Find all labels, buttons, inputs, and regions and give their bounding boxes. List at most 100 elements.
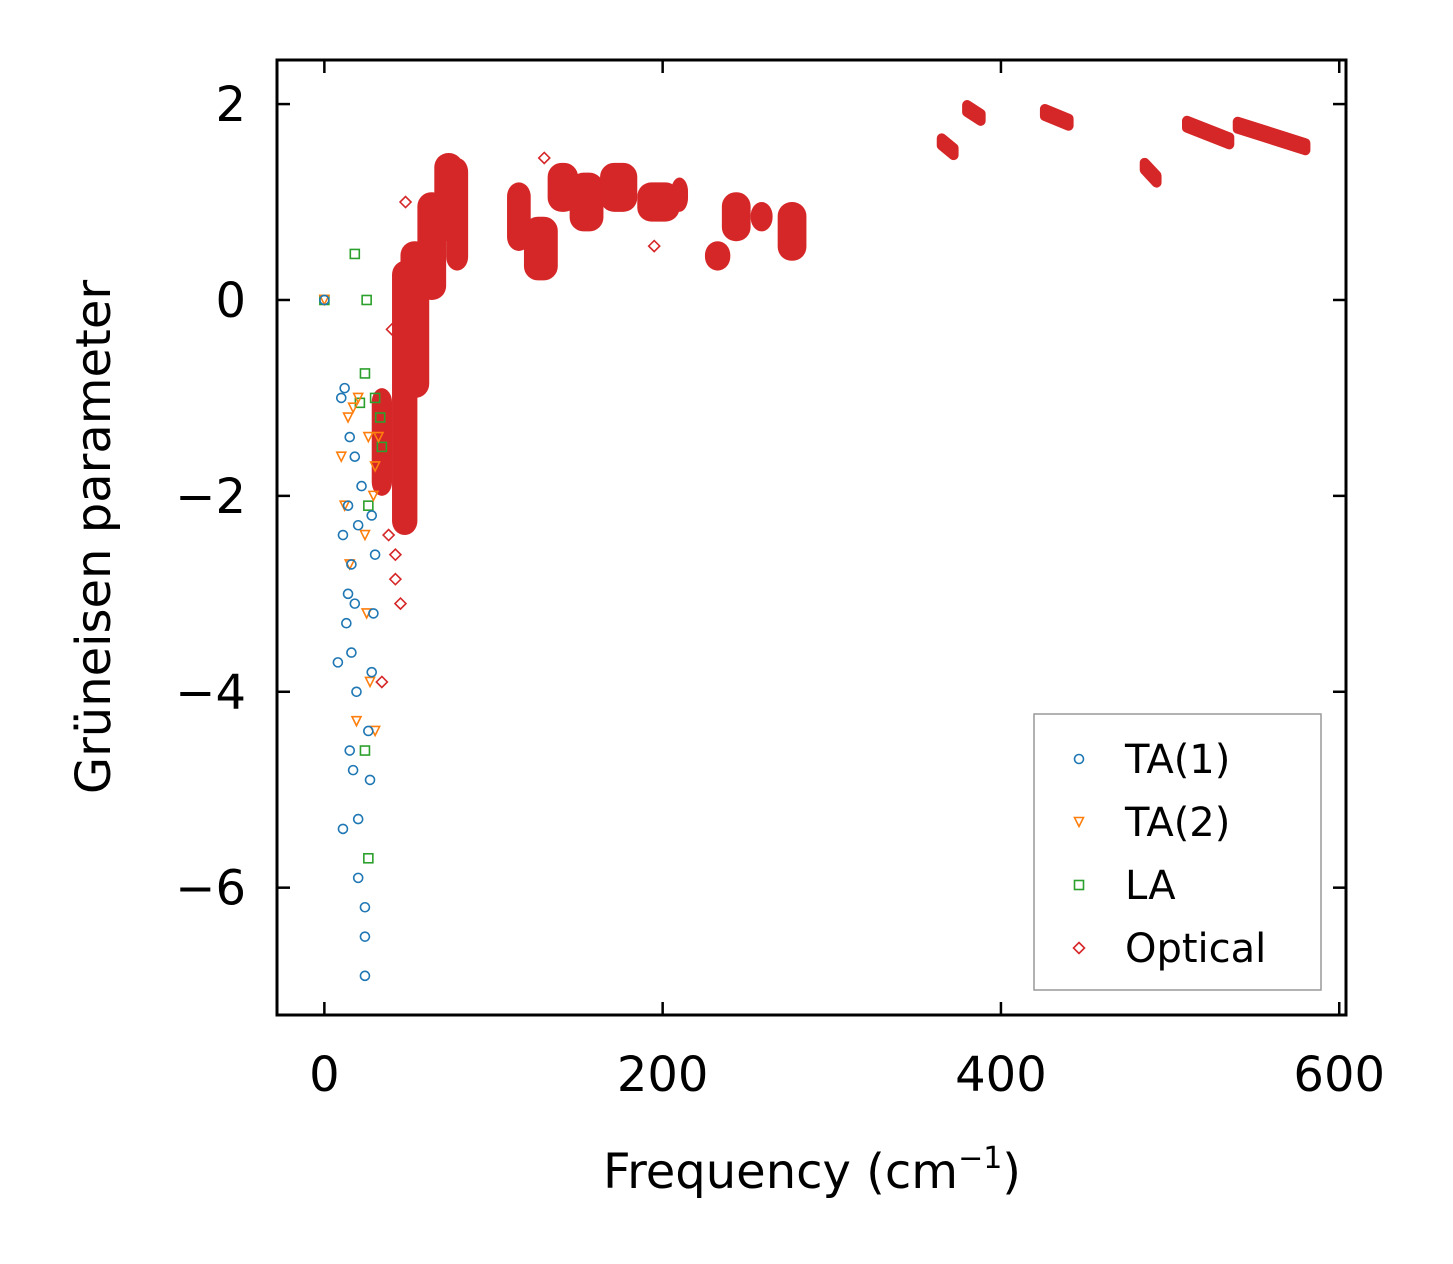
data-point — [352, 872, 364, 884]
y-tick-label: −4 — [175, 665, 246, 721]
data-point — [342, 500, 354, 511]
data-point — [344, 431, 356, 443]
legend-label: TA(1) — [1124, 737, 1230, 783]
series-ta-1- — [319, 294, 381, 982]
data-point — [382, 528, 396, 542]
data-point — [337, 529, 349, 541]
data-point — [537, 151, 551, 165]
data-point — [369, 392, 381, 404]
x-tick-label: 0 — [309, 1047, 340, 1103]
data-point — [361, 294, 372, 306]
y-tick-label: 2 — [215, 77, 246, 133]
optical-point-cluster — [750, 202, 773, 232]
data-point — [363, 852, 374, 864]
data-point — [346, 559, 357, 570]
data-point — [359, 745, 371, 756]
data-point — [372, 431, 385, 444]
data-point — [369, 461, 381, 473]
series-optical — [371, 100, 1311, 689]
series-la — [319, 248, 388, 864]
x-tick-label: 600 — [1293, 1047, 1385, 1103]
x-axis-title-tail: ) — [1002, 1144, 1021, 1200]
data-point — [335, 451, 348, 463]
legend: TA(1) TA(2) LA Optical — [1033, 713, 1322, 991]
legend-marker — [1072, 941, 1086, 955]
optical-point-band — [1039, 103, 1074, 131]
data-point — [338, 500, 351, 512]
legend-entry: TA(1) — [1073, 737, 1230, 783]
legend-label: Optical — [1125, 926, 1266, 972]
optical-point-cluster — [721, 192, 751, 242]
optical-point-band — [936, 133, 959, 161]
data-point — [393, 596, 408, 611]
axis-ticks: 0 200 400 600 2 0 −2 −4 −6 — [175, 60, 1385, 1103]
optical-point-cluster — [637, 182, 680, 222]
data-point — [364, 774, 376, 786]
data-point — [388, 548, 403, 562]
data-marks — [318, 100, 1311, 982]
legend-label: LA — [1125, 863, 1176, 909]
data-point — [419, 239, 433, 253]
y-axis-title: Grüneisen parameter — [66, 280, 122, 795]
data-point — [337, 823, 349, 835]
plot-frame — [275, 58, 1348, 1017]
data-point — [363, 500, 374, 511]
data-point — [349, 248, 361, 260]
x-axis-title-main: Frequency (cm — [603, 1144, 958, 1200]
data-point — [388, 572, 403, 586]
data-point — [376, 441, 388, 453]
data-point — [364, 676, 376, 689]
data-point — [362, 431, 375, 444]
data-point — [344, 745, 356, 756]
data-point — [352, 392, 364, 405]
legend-entry: Optical — [1072, 926, 1266, 972]
data-point — [375, 675, 389, 689]
legend-marker — [1073, 816, 1085, 829]
data-point — [352, 813, 364, 825]
data-point — [359, 529, 371, 542]
data-point — [341, 617, 352, 629]
data-point — [363, 725, 374, 737]
data-point — [367, 490, 380, 503]
data-point — [346, 647, 357, 658]
legend-marker — [1073, 753, 1085, 765]
data-point — [335, 392, 347, 404]
optical-point-cluster — [600, 162, 638, 212]
optical-point-cluster — [446, 157, 469, 271]
data-point — [359, 931, 371, 942]
data-point — [347, 402, 359, 415]
optical-point-cluster — [704, 241, 731, 271]
data-point — [385, 322, 399, 336]
data-point — [350, 715, 363, 728]
data-point — [332, 657, 344, 668]
optical-point-band — [1232, 116, 1311, 156]
data-point — [647, 239, 661, 253]
optical-point-band — [1182, 115, 1235, 150]
legend-marker — [1073, 879, 1085, 891]
x-tick-label: 200 — [617, 1047, 709, 1103]
y-tick-label: −2 — [175, 469, 246, 525]
data-point — [352, 519, 364, 531]
data-point — [319, 294, 330, 306]
data-point — [351, 686, 362, 698]
y-tick-label: −6 — [175, 861, 246, 917]
y-tick-label: 0 — [215, 273, 246, 329]
data-point — [366, 510, 378, 521]
data-point — [339, 382, 350, 394]
data-point — [342, 412, 354, 424]
data-point — [356, 480, 367, 492]
data-point — [369, 549, 381, 560]
optical-point-band — [962, 100, 986, 126]
optical-point-cluster — [777, 202, 807, 261]
x-axis-title-sup: −1 — [958, 1141, 1002, 1176]
x-axis-title: Frequency (cm−1) — [603, 1141, 1021, 1200]
data-point — [366, 666, 378, 678]
legend-label: TA(2) — [1124, 800, 1230, 846]
data-point — [342, 588, 354, 600]
legend-entry: TA(2) — [1073, 800, 1230, 846]
x-tick-label: 400 — [955, 1047, 1047, 1103]
data-point — [347, 764, 359, 776]
optical-point-cluster — [523, 216, 558, 281]
optical-point-cluster — [569, 172, 604, 232]
